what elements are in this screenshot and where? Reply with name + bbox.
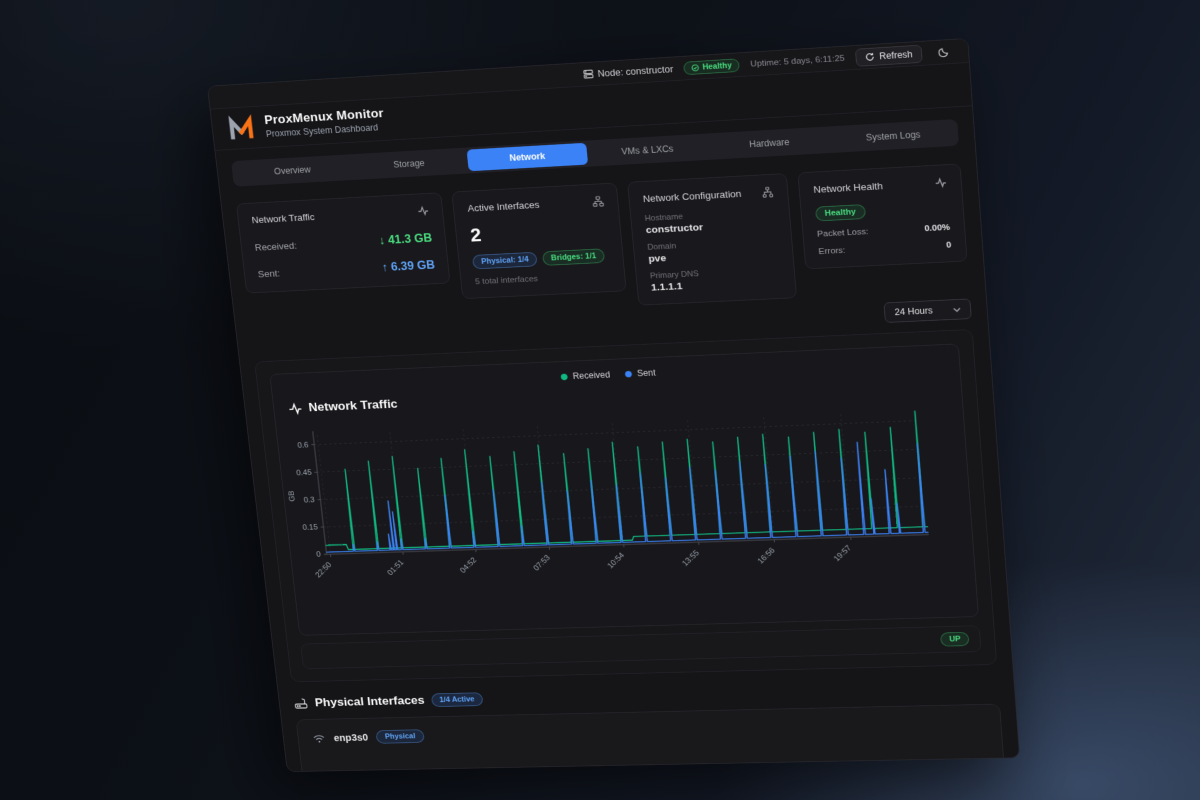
- uptime-text: Uptime: 5 days, 6:11:25: [750, 53, 845, 69]
- node-label: Node: constructor: [597, 63, 674, 79]
- svg-text:04:52: 04:52: [458, 556, 478, 575]
- svg-text:GB: GB: [287, 491, 297, 502]
- network-health-card: Network Health Healthy Packet Loss: 0.00…: [797, 163, 968, 270]
- node-indicator: Node: constructor: [583, 64, 674, 80]
- activity-icon: [934, 177, 947, 191]
- svg-text:0.3: 0.3: [303, 496, 315, 505]
- proxmenux-dashboard-window: Node: constructor Healthy Uptime: 5 days…: [207, 38, 1021, 772]
- chart-title: Network Traffic: [288, 397, 399, 415]
- tab-vms-lxcs[interactable]: VMs & LXCs: [621, 143, 674, 157]
- svg-text:0.45: 0.45: [296, 468, 313, 477]
- svg-text:0.6: 0.6: [297, 441, 310, 450]
- activity-icon: [417, 205, 429, 218]
- sent-label: Sent:: [257, 267, 281, 280]
- received-value: ↓ 41.3 GB: [378, 232, 433, 248]
- packet-loss-value: 0.00%: [924, 223, 951, 234]
- physical-count-badge: Physical: 1/4: [472, 251, 538, 270]
- time-range-value: 24 Hours: [894, 305, 934, 318]
- stat-cards-row: Network Traffic Received: ↓ 41.3 GB: [235, 163, 970, 324]
- traffic-chart-plot: 0 0.15 0.3 0.45 0.6 22:50 01:51 04:52 07:53 10:54…: [275, 390, 977, 623]
- refresh-button[interactable]: Refresh: [854, 44, 923, 67]
- legend-received: Received: [560, 370, 611, 382]
- legend-dot-sent: [624, 370, 633, 378]
- tab-storage[interactable]: Storage: [392, 157, 426, 170]
- interface-row-enp3s0[interactable]: enp3s0 Physical: [312, 717, 986, 745]
- wifi-icon: [312, 733, 326, 743]
- received-label: Received:: [254, 240, 298, 253]
- active-count-badge: 1/4 Active: [430, 692, 484, 708]
- chart-legend: Received Sent: [560, 368, 656, 382]
- legend-sent: Sent: [624, 368, 656, 379]
- svg-text:16:56: 16:56: [756, 546, 778, 566]
- svg-text:19:57: 19:57: [832, 543, 853, 563]
- bridges-count-badge: Bridges: 1/1: [542, 248, 606, 266]
- lan-tree-icon: [761, 186, 774, 200]
- svg-text:0.15: 0.15: [302, 523, 319, 532]
- svg-text:22:50: 22:50: [313, 560, 333, 579]
- activity-icon: [288, 402, 303, 416]
- arrow-down-icon: ↓: [378, 234, 386, 248]
- app-title-group: ProxMenux Monitor Proxmox System Dashboa…: [264, 106, 386, 139]
- tab-network[interactable]: Network: [466, 142, 589, 172]
- tab-system-logs[interactable]: System Logs: [865, 129, 921, 143]
- server-icon: [583, 69, 594, 79]
- theme-toggle-button[interactable]: [932, 42, 954, 63]
- network-traffic-chart-card: Received Sent Network Tra: [269, 343, 979, 636]
- svg-text:0: 0: [316, 550, 322, 559]
- svg-text:01:51: 01:51: [385, 558, 405, 577]
- total-interfaces-text: 5 total interfaces: [474, 274, 539, 287]
- card-title: Network Health: [813, 180, 884, 196]
- time-range-select[interactable]: 24 Hours: [883, 298, 972, 323]
- up-status-badge: UP: [940, 631, 970, 647]
- refresh-icon: [865, 52, 875, 62]
- health-status-pill: Healthy: [814, 204, 866, 222]
- network-traffic-card: Network Traffic Received: ↓ 41.3 GB: [235, 192, 451, 294]
- tab-overview[interactable]: Overview: [273, 164, 312, 177]
- section-title: Physical Interfaces: [314, 693, 426, 710]
- packet-loss-label: Packet Loss:: [816, 227, 869, 239]
- app-header: ProxMenux Monitor Proxmox System Dashboa…: [210, 62, 973, 151]
- errors-label: Errors:: [818, 246, 846, 257]
- card-title: Network Traffic: [251, 211, 316, 226]
- svg-text:10:54: 10:54: [606, 550, 627, 570]
- arrow-up-icon: ↑: [381, 261, 389, 274]
- interface-name: enp3s0: [333, 731, 369, 744]
- sent-value: ↑ 6.39 GB: [381, 259, 436, 274]
- active-interfaces-count: 2: [469, 223, 483, 246]
- svg-text:13:55: 13:55: [680, 548, 701, 568]
- chevron-down-icon: [953, 307, 961, 312]
- card-title: Active Interfaces: [467, 199, 540, 214]
- main-content: Overview Storage Network VMs & LXCs Hard…: [217, 118, 1020, 772]
- proxmenux-logo: [224, 112, 258, 144]
- check-circle-icon: [691, 63, 699, 71]
- network-configuration-card: Network Configuration Hostname construct…: [626, 173, 797, 306]
- health-status-badge: Healthy: [683, 58, 741, 75]
- card-title: Network Configuration: [642, 188, 742, 205]
- svg-text:07:53: 07:53: [531, 553, 552, 573]
- router-icon: [293, 697, 309, 711]
- network-traffic-section: Received Sent Network Tra: [254, 329, 998, 683]
- physical-interfaces-card: enp3s0 Physical: [295, 703, 1006, 772]
- legend-dot-received: [560, 373, 568, 380]
- network-nodes-icon: [592, 196, 605, 210]
- errors-value: 0: [945, 240, 952, 250]
- tab-hardware[interactable]: Hardware: [748, 136, 790, 150]
- active-interfaces-card: Active Interfaces 2 Physical: 1/: [451, 182, 627, 300]
- interface-type-badge: Physical: [375, 729, 425, 744]
- moon-icon: [937, 46, 949, 57]
